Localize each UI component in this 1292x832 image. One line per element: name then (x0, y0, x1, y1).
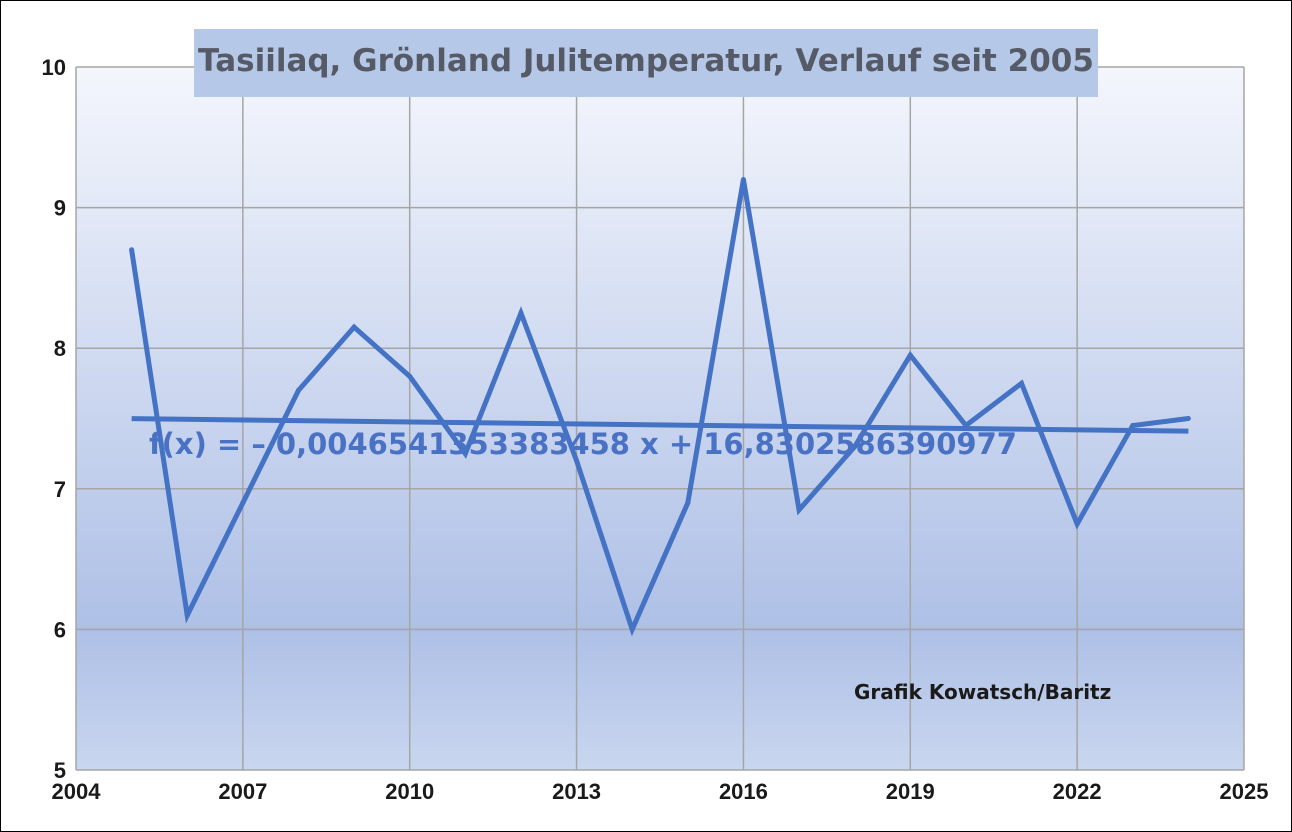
x-tick-label: 2019 (886, 779, 935, 804)
data-point (740, 176, 746, 182)
trendline-group (131, 416, 1189, 434)
x-tick-label: 2007 (218, 779, 267, 804)
y-tick-label: 7 (54, 477, 66, 502)
data-point (462, 451, 468, 457)
data-point (295, 387, 301, 393)
y-tick-label: 5 (54, 758, 66, 783)
data-point (574, 458, 580, 464)
data-point (907, 352, 913, 358)
data-point (351, 324, 357, 330)
data-point (1074, 521, 1080, 527)
data-point (129, 247, 135, 253)
data-point (184, 612, 190, 618)
data-point (685, 500, 691, 506)
data-series (129, 176, 1191, 637)
title-background (194, 29, 1098, 97)
x-tick-label: 2022 (1053, 779, 1102, 804)
data-point (1185, 416, 1191, 421)
series-line (129, 179, 1189, 637)
trendline-equation: f(x) = – 0,0046541353383458 x + 16,83025… (149, 427, 1017, 461)
x-tick-label: 2025 (1220, 779, 1269, 804)
data-point (1019, 380, 1025, 386)
y-tick-label: 9 (54, 196, 66, 221)
data-point (629, 626, 635, 632)
data-point (796, 507, 802, 513)
x-tick-label: 2004 (52, 779, 102, 804)
chart-title-box: Tasiilaq, Grönland Julitemperatur, Verla… (194, 29, 1098, 97)
x-axis-ticks: 2004 2007 2010 2013 2016 2019 2022 2025 (52, 779, 1269, 804)
data-point (852, 444, 858, 450)
data-point (407, 373, 413, 379)
y-tick-label: 6 (54, 617, 66, 642)
y-tick-label: 10 (42, 55, 66, 80)
y-axis-ticks: 5 6 7 8 9 10 (42, 55, 66, 783)
trendline (131, 416, 1189, 434)
x-tick-label: 2013 (552, 779, 601, 804)
data-point (518, 310, 524, 316)
grid-lines (75, 66, 1245, 771)
chart-title: Tasiilaq, Grönland Julitemperatur, Verla… (198, 43, 1094, 79)
data-point (240, 500, 246, 506)
data-point (1130, 423, 1136, 429)
x-tick-label: 2016 (719, 779, 768, 804)
y-tick-label: 8 (54, 336, 66, 361)
chart-credit: Grafik Kowatsch/Baritz (854, 680, 1111, 704)
x-tick-label: 2010 (385, 779, 434, 804)
